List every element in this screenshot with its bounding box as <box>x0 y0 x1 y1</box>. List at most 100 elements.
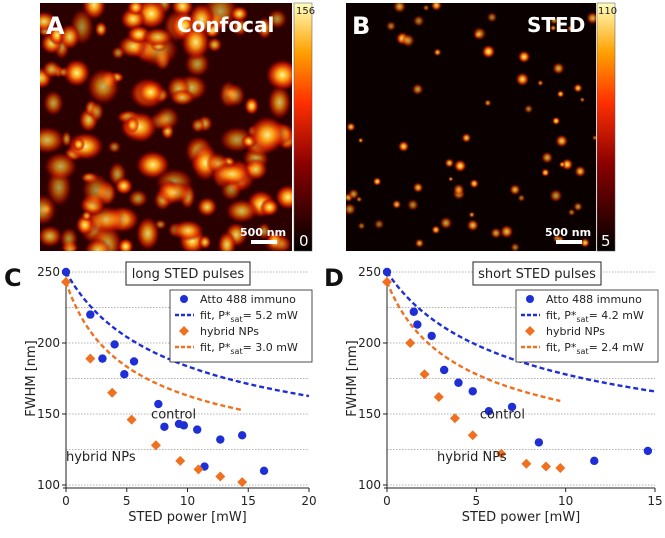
panel-letter: D <box>324 264 344 292</box>
sted-spot <box>573 201 583 212</box>
confocal-spot <box>43 151 78 182</box>
data-point-circle <box>534 438 544 447</box>
x-tick-label: 15 <box>647 494 662 508</box>
sted-spot <box>499 224 514 239</box>
data-point-diamond <box>215 471 226 482</box>
data-point-circle <box>193 425 202 434</box>
sted-spot <box>541 168 550 177</box>
sted-spot <box>372 177 382 186</box>
sted-spot <box>414 238 425 248</box>
data-point-circle <box>179 421 189 430</box>
scalebar-label-b: 500 nm <box>545 226 591 239</box>
confocal-spot <box>72 137 86 152</box>
sted-spot <box>453 159 467 173</box>
panel-letter-b: B <box>352 12 370 40</box>
sted-spot <box>431 225 441 235</box>
confocal-spot <box>171 219 205 242</box>
legend-entry: fit, P*sat= 2.4 mW <box>546 341 644 356</box>
panel-b: 110 5 B STED 500 nm <box>346 2 617 252</box>
colorbar-a-max: 156 <box>296 6 315 17</box>
panel-letter: C <box>4 264 22 292</box>
data-point-circle <box>259 466 269 475</box>
sted-spot <box>466 219 479 232</box>
y-tick-label: 150 <box>37 407 60 421</box>
sted-spot <box>549 189 563 203</box>
sted-spot <box>509 184 521 196</box>
scalebar-b <box>556 240 582 244</box>
data-point-circle <box>110 340 119 349</box>
x-tick-label: 20 <box>301 494 316 508</box>
data-point-diamond <box>175 455 186 466</box>
data-point-diamond <box>107 387 118 398</box>
legend-box <box>169 289 313 363</box>
colorbar-b-max: 110 <box>598 6 617 17</box>
y-tick-label: 100 <box>37 478 60 492</box>
sted-spot <box>439 216 453 230</box>
sted-spot <box>452 183 465 196</box>
confocal-spot <box>125 116 140 134</box>
x-tick-label: 10 <box>180 494 195 508</box>
data-point-diamond <box>126 414 137 425</box>
legend-entry: Atto 488 immuno <box>546 293 642 306</box>
sted-spot <box>385 20 397 32</box>
sted-image-background <box>346 3 596 251</box>
data-point-diamond <box>405 338 416 348</box>
sted-spot <box>468 211 475 218</box>
data-point-circle <box>216 435 225 444</box>
image-title-b: STED <box>527 13 585 37</box>
x-axis-label: STED power [mW] <box>128 510 247 525</box>
sted-spot <box>579 97 585 103</box>
legend-entry: hybrid NPs <box>200 325 259 338</box>
sted-spot <box>346 122 356 132</box>
confocal-spot <box>229 5 249 23</box>
series-annotation: control <box>480 407 525 422</box>
chart-title: short STED pulses <box>478 267 596 282</box>
colorbar-b-min: 5 <box>601 232 611 250</box>
scalebar-a <box>251 240 277 244</box>
confocal-spot <box>83 238 112 251</box>
data-point-circle <box>643 446 653 456</box>
sted-spot <box>357 222 366 230</box>
chart-title: long STED pulses <box>132 267 245 282</box>
confocal-spot <box>265 58 292 92</box>
confocal-spot <box>42 89 64 117</box>
sted-spot <box>567 208 576 217</box>
sted-spot <box>397 140 410 153</box>
y-tick-label: 150 <box>358 407 381 421</box>
x-tick-label: 5 <box>123 494 131 508</box>
confocal-spot <box>114 176 133 195</box>
data-point-diamond <box>150 440 161 451</box>
data-point-circle <box>454 378 463 387</box>
sted-spot <box>541 151 554 164</box>
confocal-spot <box>81 210 93 222</box>
colorbar-a-min: 0 <box>299 232 309 250</box>
confocal-spot <box>59 226 79 251</box>
series-annotation: hybrid NPs <box>437 450 507 465</box>
sted-spot <box>461 132 472 143</box>
confocal-spot <box>40 126 66 155</box>
data-point-circle <box>120 370 129 379</box>
confocal-spot <box>244 96 260 116</box>
data-point-circle <box>86 310 95 319</box>
confocal-spot <box>206 37 223 53</box>
data-point-circle <box>98 354 107 363</box>
y-tick-label: 250 <box>37 265 60 279</box>
confocal-spot <box>40 193 58 226</box>
sted-spot <box>357 137 364 144</box>
sted-spot <box>422 4 430 12</box>
scalebar-label-a: 500 nm <box>240 226 286 239</box>
sted-spot <box>412 182 424 194</box>
confocal-image <box>40 3 292 251</box>
y-tick-label: 200 <box>358 336 381 350</box>
confocal-spot <box>257 16 273 40</box>
confocal-spot <box>180 23 211 61</box>
legend-entry: hybrid NPs <box>546 325 605 338</box>
confocal-spot <box>225 198 259 224</box>
series-annotation: hybrid NPs <box>66 450 136 465</box>
sted-spot <box>348 188 360 200</box>
fit-curve <box>385 281 561 403</box>
sted-spot <box>444 158 455 168</box>
chart-title-box <box>125 261 251 286</box>
sted-spot <box>448 176 454 182</box>
